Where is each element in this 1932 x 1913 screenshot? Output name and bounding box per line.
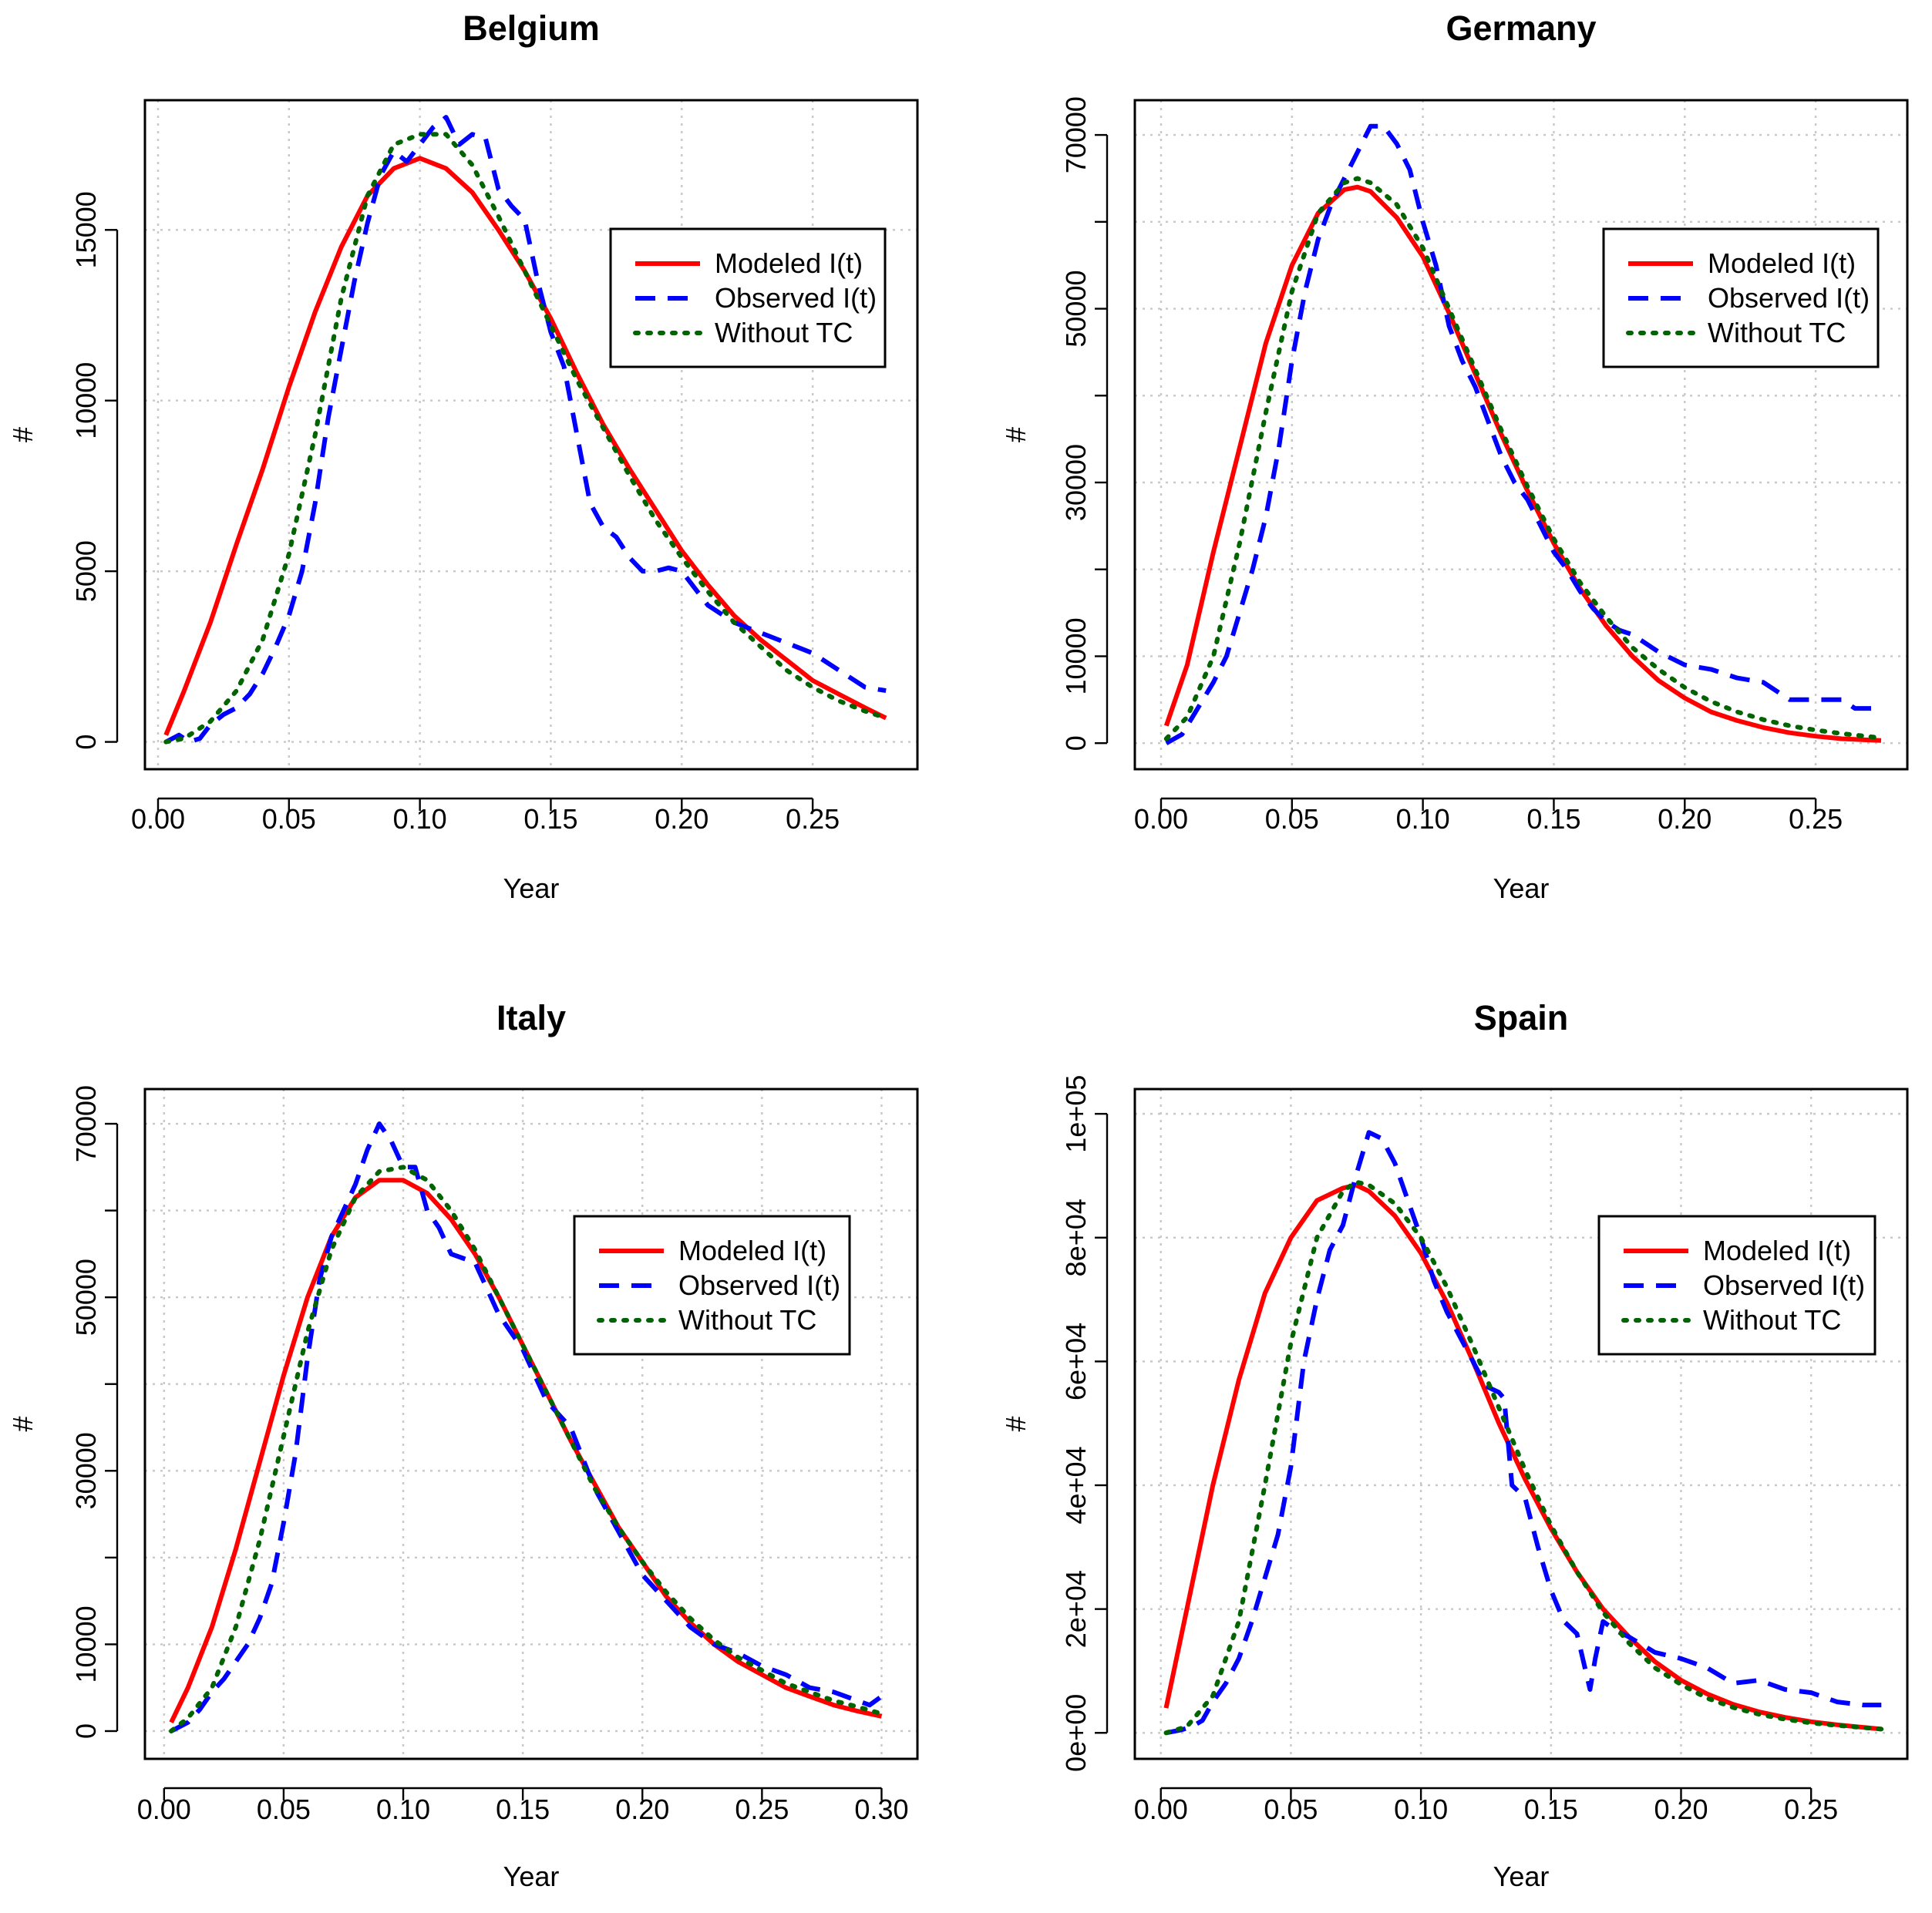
- chart-title: Spain: [1474, 998, 1569, 1037]
- x-tick-label: 0.25: [1784, 1794, 1838, 1825]
- y-axis-label: #: [1000, 427, 1032, 442]
- y-tick-label: 0: [1060, 735, 1092, 751]
- x-tick-label: 0.00: [1134, 803, 1188, 835]
- x-tick-label: 0.20: [1654, 1794, 1708, 1825]
- x-tick-label: 0.05: [262, 803, 316, 835]
- x-tick-label: 0.20: [615, 1794, 669, 1825]
- y-tick-label: 0: [70, 735, 102, 750]
- series-line-without-tc: [1163, 176, 1883, 741]
- y-tick-label: 5000: [70, 540, 102, 602]
- legend: Modeled I(t)Observed I(t)Without TC: [1597, 1215, 1876, 1356]
- y-axis-label: #: [1000, 1416, 1032, 1431]
- legend: Modeled I(t)Observed I(t)Without TC: [573, 1215, 851, 1356]
- series-line-observed: [1165, 1130, 1882, 1736]
- chart-title: Italy: [496, 998, 566, 1037]
- y-tick-label: 1e+05: [1060, 1075, 1092, 1153]
- x-tick-label: 0.10: [1396, 803, 1450, 835]
- chart-panel-belgium: 0.00 0.05 0.10 0.15 0.20 0.25 0 5000 10000 15000 B…: [7, 8, 919, 904]
- x-axis-label: Year: [1493, 872, 1550, 904]
- y-tick-label: 70000: [70, 1085, 102, 1162]
- plot-frame: [143, 99, 919, 771]
- legend-label: Observed I(t): [1703, 1269, 1865, 1301]
- x-axis-label: Year: [503, 1861, 560, 1892]
- x-axis-label: Year: [503, 872, 560, 904]
- x-tick-label: 0.10: [376, 1794, 430, 1825]
- chart-panel-spain: 0.00 0.05 0.10 0.15 0.20 0.25 0e+00 2e+04 4e+04 6…: [1000, 998, 1909, 1892]
- x-tick-label: 0.05: [257, 1794, 311, 1825]
- series-line-observed: [164, 115, 887, 745]
- x-tick-label: 0.15: [496, 1794, 550, 1825]
- x-tick-label: 0.15: [1524, 1794, 1578, 1825]
- series-line-without-tc: [1163, 1179, 1884, 1736]
- legend-label: Modeled I(t): [1703, 1235, 1851, 1266]
- chart-title: Belgium: [463, 8, 600, 48]
- y-tick-label: 30000: [1060, 444, 1092, 521]
- x-tick-label: 0.25: [786, 803, 840, 835]
- series-line-observed: [1165, 123, 1881, 745]
- plot-frame: [143, 1088, 919, 1760]
- y-tick-label: 10000: [70, 1605, 102, 1683]
- legend: Modeled I(t)Observed I(t)Without TC: [1602, 227, 1880, 368]
- y-tick-label: 10000: [1060, 617, 1092, 694]
- series-line-without-tc: [169, 1165, 884, 1733]
- y-tick-label: 50000: [1060, 270, 1092, 347]
- legend-label: Without TC: [1703, 1304, 1841, 1336]
- x-tick-label: 0.25: [735, 1794, 789, 1825]
- x-tick-label: 0.05: [1265, 803, 1319, 835]
- plot-frame: [1133, 1088, 1909, 1760]
- y-tick-label: 10000: [70, 362, 102, 439]
- x-tick-label: 0.15: [1526, 803, 1580, 835]
- legend-label: Without TC: [715, 317, 853, 348]
- x-tick-label: 0.05: [1264, 1794, 1318, 1825]
- y-tick-label: 8e+04: [1060, 1199, 1092, 1276]
- legend-label: Modeled I(t): [678, 1235, 826, 1266]
- y-tick-label: 4e+04: [1060, 1446, 1092, 1524]
- chart-panel-germany: 0.00 0.05 0.10 0.15 0.20 0.25 0 10000 30000 50000…: [1000, 8, 1909, 904]
- legend-label: Without TC: [1708, 317, 1846, 348]
- x-tick-label: 0.10: [1394, 1794, 1448, 1825]
- x-tick-label: 0.25: [1789, 803, 1843, 835]
- legend-label: Observed I(t): [715, 282, 877, 314]
- legend-label: Modeled I(t): [715, 247, 863, 279]
- x-tick-label: 0.00: [131, 803, 185, 835]
- y-tick-label: 0: [70, 1723, 102, 1739]
- x-tick-label: 0.15: [523, 803, 577, 835]
- x-tick-label: 0.30: [854, 1794, 908, 1825]
- x-axis-label: Year: [1493, 1861, 1550, 1892]
- x-tick-label: 0.20: [655, 803, 709, 835]
- x-tick-label: 0.00: [1134, 1794, 1188, 1825]
- y-tick-label: 30000: [70, 1432, 102, 1509]
- y-tick-label: 70000: [1060, 96, 1092, 173]
- y-tick-label: 2e+04: [1060, 1570, 1092, 1648]
- y-axis-label: #: [7, 427, 39, 442]
- chart-title: Germany: [1446, 8, 1596, 48]
- y-tick-label: 15000: [70, 191, 102, 268]
- legend-label: Without TC: [678, 1304, 816, 1336]
- chart-panel-italy: 0.00 0.05 0.10 0.15 0.20 0.25 0.30 0 10000 30000 5…: [7, 998, 919, 1892]
- series-line-without-tc: [163, 132, 889, 745]
- y-tick-label: 6e+04: [1060, 1323, 1092, 1400]
- y-axis-label: #: [7, 1416, 39, 1431]
- x-tick-label: 0.00: [137, 1794, 191, 1825]
- legend: Modeled I(t)Observed I(t)Without TC: [609, 227, 887, 368]
- legend-label: Observed I(t): [1708, 282, 1870, 314]
- x-tick-label: 0.10: [393, 803, 447, 835]
- legend-label: Observed I(t): [678, 1269, 840, 1301]
- x-tick-label: 0.20: [1658, 803, 1712, 835]
- y-tick-label: 0e+00: [1060, 1694, 1092, 1772]
- plot-frame: [1133, 99, 1909, 771]
- legend-label: Modeled I(t): [1708, 247, 1856, 279]
- series-line-modeled: [1163, 184, 1882, 743]
- series-line-modeled: [1163, 1182, 1882, 1732]
- y-tick-label: 50000: [70, 1259, 102, 1336]
